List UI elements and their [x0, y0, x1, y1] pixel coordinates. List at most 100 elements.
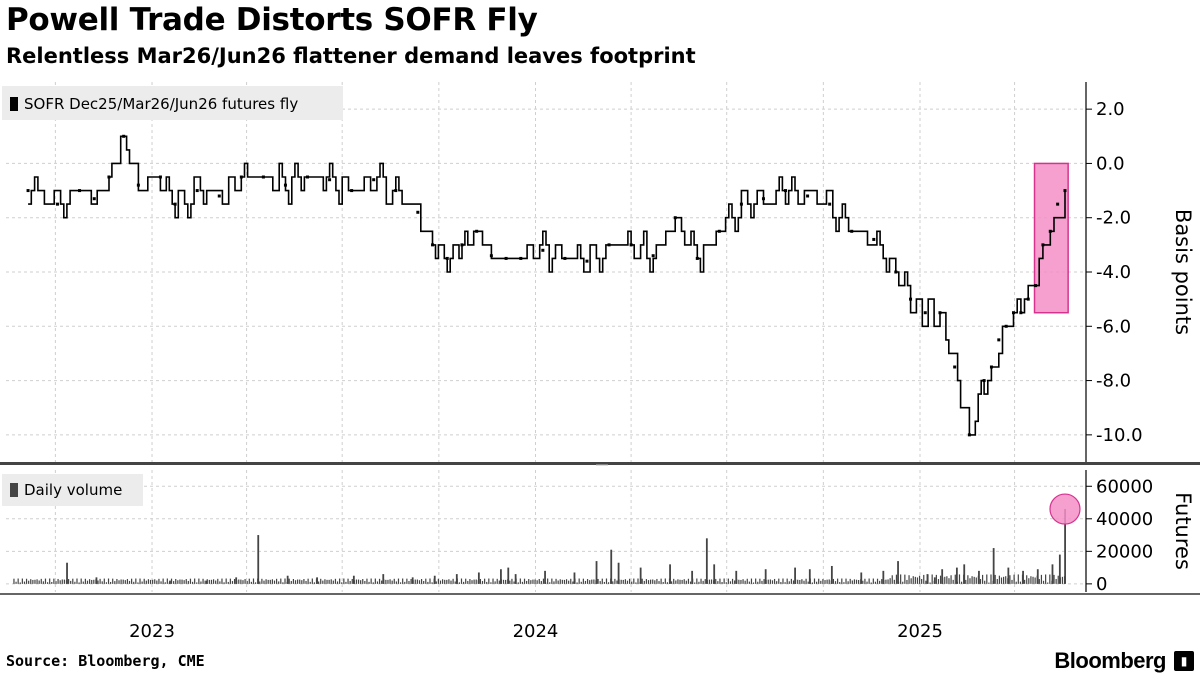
volume-bar-minor [15, 581, 17, 584]
volume-bar-minor [126, 579, 129, 584]
volume-bar-minor [904, 574, 906, 584]
volume-bar-minor [969, 578, 971, 584]
volume-bar-minor [538, 578, 540, 584]
volume-bar-minor [336, 581, 339, 584]
volume-bar-minor [221, 578, 223, 584]
volume-bar-minor [645, 579, 648, 584]
volume-bar-minor [240, 579, 242, 584]
volume-bar-minor [939, 575, 942, 584]
volume-bar-minor [584, 580, 587, 584]
volume-bar-minor [231, 581, 234, 584]
volume-bar-minor [698, 581, 700, 584]
data-point-fly [1026, 297, 1030, 301]
volume-bar-minor [399, 582, 402, 584]
volume-bar-minor [410, 579, 412, 584]
volume-bar-minor [223, 582, 225, 584]
volume-bar-minor [431, 582, 433, 584]
volume-bar-minor [769, 579, 771, 584]
volume-bar-minor [954, 574, 956, 584]
data-point-fly [850, 229, 854, 233]
volume-bar-minor [328, 579, 330, 584]
legend-label-volume: Daily volume [24, 481, 122, 499]
data-point-fly [26, 189, 30, 193]
volume-bar-minor [628, 578, 631, 584]
volume-bar-minor [360, 580, 362, 584]
volume-bar-minor [702, 580, 704, 584]
volume-bar-minor [958, 574, 961, 584]
volume-bar-minor [601, 578, 603, 584]
volume-bar-minor [660, 578, 662, 584]
volume-bar-minor [202, 578, 204, 584]
volume-bar-minor [446, 579, 448, 584]
data-point-fly [1004, 324, 1008, 328]
data-point-fly [328, 178, 332, 182]
volume-bar-minor [652, 579, 654, 584]
volume-bar-minor [530, 580, 532, 584]
volume-bar-minor [299, 579, 301, 584]
volume-bar-minor [906, 579, 908, 584]
data-point-fly [989, 365, 993, 369]
volume-bar-minor [828, 579, 830, 584]
data-point-fly [78, 189, 82, 193]
volume-bar [882, 570, 885, 584]
volume-bar-minor [67, 579, 70, 584]
volume-bar-minor [439, 580, 442, 584]
volume-bar [691, 570, 694, 584]
volume-bar [830, 565, 833, 584]
volume-bar [455, 574, 458, 584]
volume-bar-minor [994, 574, 996, 584]
volume-bar-minor [454, 581, 456, 584]
volume-bar-minor [849, 578, 851, 584]
volume-bar-minor [152, 579, 154, 584]
volume-bar-minor [389, 579, 391, 584]
volume-bar-minor [332, 580, 334, 584]
volume-bar-minor [378, 578, 381, 584]
volume-bar [963, 564, 966, 584]
data-point-fly [306, 175, 310, 179]
volume-bar-minor [914, 576, 916, 584]
volume-bar-minor [492, 578, 494, 584]
volume-bar-minor [448, 579, 450, 584]
volume-bar-minor [13, 578, 15, 584]
volume-bar-minor [605, 578, 608, 584]
volume-bar-minor [488, 578, 490, 584]
volume-bar-minor [425, 578, 427, 584]
volume-bar-minor [759, 578, 761, 584]
volume-bar [316, 577, 318, 584]
volume-bar-minor [30, 579, 32, 584]
data-point-fly [629, 243, 633, 247]
volume-bar-minor [170, 578, 173, 584]
volume-bar-minor [776, 581, 778, 584]
volume-bar-minor [925, 580, 927, 584]
volume-bar-minor [175, 578, 177, 584]
volume-bar-minor [847, 581, 849, 584]
volume-bar-minor [750, 578, 753, 584]
volume-bar-minor [979, 579, 982, 584]
data-point-fly [1063, 189, 1067, 193]
volume-bar-minor [790, 578, 792, 584]
volume-bar-minor [641, 578, 643, 584]
volume-bar-minor [276, 578, 278, 584]
volume-bar-minor [792, 580, 795, 584]
volume-bar-minor [324, 579, 326, 584]
volume-bar-minor [215, 580, 217, 584]
volume-bar-minor [757, 581, 759, 584]
volume-bar-minor [509, 580, 511, 584]
volume-bar-minor [334, 578, 337, 584]
volume-bar-minor [460, 578, 463, 584]
volume-bar-minor [139, 578, 141, 584]
volume-bar-minor [553, 581, 555, 584]
volume-bar-minor [675, 580, 677, 584]
volume-bar-minor [727, 578, 729, 584]
volume-bar [507, 567, 510, 584]
volume-bar-minor [586, 579, 589, 584]
volume-bar-minor [156, 580, 158, 584]
data-point-fly [923, 311, 927, 315]
data-point-fly [1056, 202, 1060, 206]
volume-bar-minor [339, 578, 341, 584]
volume-bar-minor [212, 579, 215, 584]
volume-bar-minor [717, 581, 719, 584]
data-point-fly [122, 134, 126, 138]
volume-bar-minor [576, 582, 578, 584]
volume-bar [1058, 554, 1061, 584]
